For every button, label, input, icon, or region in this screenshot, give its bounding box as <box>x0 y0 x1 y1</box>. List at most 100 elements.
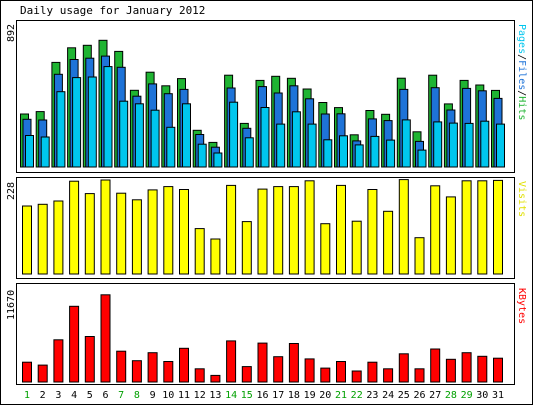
legend-hits: Hits <box>516 96 527 120</box>
visits-bar-day-7 <box>116 192 127 275</box>
visits-bar-day-4 <box>69 180 80 275</box>
panel-hits-max-label: 892 <box>6 24 17 42</box>
visits-bar-day-18 <box>288 186 299 275</box>
kbytes-bar-day-31 <box>493 357 503 383</box>
visits-bar-day-2 <box>37 203 48 275</box>
kbytes-bar-day-1 <box>22 361 32 383</box>
panel-hits-legend: Pages/Files/Hits <box>516 24 527 120</box>
visits-bar-day-17 <box>273 186 284 275</box>
kbytes-bar-day-5 <box>84 336 95 383</box>
x-tick-label-day-10: 10 <box>162 390 174 401</box>
x-tick-label-day-26: 26 <box>413 390 425 401</box>
visits-bar-day-10 <box>163 186 174 275</box>
x-tick-label-day-1: 1 <box>24 390 30 401</box>
legend-sep-1: / <box>516 54 527 60</box>
legend-visits: Visits <box>516 181 527 217</box>
x-tick-label-day-24: 24 <box>382 390 394 401</box>
panel-kbytes-max-label: 11670 <box>6 290 17 320</box>
hits-files-pages-pages-bar-day-1 <box>25 135 34 168</box>
legend-pages: Pages <box>516 24 527 54</box>
hits-files-pages-pages-bar-day-18 <box>291 111 301 168</box>
hits-files-pages-pages-bar-day-27 <box>433 121 443 168</box>
visits-bar-day-20 <box>320 223 331 275</box>
legend-sep-2: / <box>516 90 527 96</box>
hits-files-pages-pages-bar-day-23 <box>370 135 380 168</box>
hits-files-pages-pages-bar-day-13 <box>213 152 223 168</box>
kbytes-bar-day-29 <box>461 352 472 383</box>
panel-hits-frame <box>16 20 515 173</box>
x-tick-label-day-5: 5 <box>87 390 93 401</box>
kbytes-bar-day-2 <box>37 364 48 383</box>
x-tick-labels: 1 2 3 4 5 6 7 8 9 10 11 12 13 14 15 16 17 18 19 20 21 22 23 24 2… <box>24 390 504 401</box>
visits-bar-day-24 <box>383 210 394 275</box>
hits-files-pages-pages-bar-day-9 <box>150 109 160 168</box>
kbytes-bar-day-26 <box>414 368 425 383</box>
hits-files-pages-pages-bar-day-11 <box>182 103 191 168</box>
visits-bar-day-6 <box>100 179 111 275</box>
kbytes-bar-day-13 <box>210 374 221 383</box>
x-tick-label-day-18: 18 <box>288 390 300 401</box>
visits-bar-day-14 <box>226 184 237 275</box>
kbytes-bar-day-23 <box>367 361 378 383</box>
kbytes-bar-day-19 <box>304 358 315 383</box>
hits-files-pages-pages-bar-day-4 <box>72 77 82 168</box>
x-tick-label-day-15: 15 <box>241 390 253 401</box>
hits-files-pages-pages-bar-day-8 <box>134 103 144 168</box>
hits-files-pages-pages-bar-day-19 <box>307 123 317 168</box>
x-tick-label-day-21: 21 <box>335 390 347 401</box>
hits-files-pages-pages-bar-day-6 <box>103 66 113 168</box>
panel-visits-max-label: 228 <box>6 182 17 200</box>
kbytes-bar-day-25 <box>398 353 409 383</box>
hits-files-pages-pages-bar-day-20 <box>323 139 333 168</box>
x-tick-label-day-16: 16 <box>256 390 268 401</box>
visits-bar-day-25 <box>398 179 409 275</box>
x-tick-label-day-9: 9 <box>150 390 156 401</box>
x-tick-label-day-12: 12 <box>194 390 206 401</box>
kbytes-bar-day-27 <box>430 348 441 383</box>
kbytes-bar-day-15 <box>241 366 252 383</box>
visits-bar-day-26 <box>414 237 425 275</box>
kbytes-bar-day-11 <box>179 347 189 383</box>
x-tick-label-day-7: 7 <box>118 390 124 401</box>
visits-bar-day-27 <box>430 185 441 275</box>
kbytes-bar-day-12 <box>194 368 205 383</box>
legend-kbytes: KBytes <box>516 288 527 324</box>
kbytes-bar-day-18 <box>288 343 299 383</box>
x-tick-label-day-27: 27 <box>429 390 441 401</box>
visits-bar-day-5 <box>84 193 95 275</box>
kbytes-bar-day-10 <box>163 361 174 383</box>
bars-group <box>20 39 505 383</box>
kbytes-bar-day-3 <box>53 339 64 383</box>
x-tick-label-day-6: 6 <box>102 390 108 401</box>
kbytes-bar-day-20 <box>320 367 331 383</box>
x-tick-label-day-31: 31 <box>492 390 504 401</box>
panel-kbytes-legend: KBytes <box>516 288 527 324</box>
x-tick-label-day-25: 25 <box>398 390 410 401</box>
x-tick-label-day-2: 2 <box>40 390 46 401</box>
visits-bar-day-8 <box>131 199 142 275</box>
hits-files-pages-pages-bar-day-24 <box>386 139 396 168</box>
visits-bar-day-3 <box>53 200 64 275</box>
hits-files-pages-pages-bar-day-16 <box>260 107 270 168</box>
x-tick-label-day-22: 22 <box>351 390 363 401</box>
visits-bar-day-21 <box>336 184 346 275</box>
legend-files: Files <box>516 60 527 90</box>
kbytes-bar-day-14 <box>226 340 237 383</box>
hits-files-pages-pages-bar-day-22 <box>354 144 364 168</box>
kbytes-bar-day-21 <box>336 361 346 383</box>
x-tick-label-day-11: 11 <box>178 390 190 401</box>
hits-files-pages-pages-bar-day-10 <box>166 126 176 168</box>
x-tick-label-day-30: 30 <box>476 390 488 401</box>
visits-bar-day-31 <box>493 179 503 275</box>
x-tick-label-day-13: 13 <box>209 390 221 401</box>
x-tick-label-day-3: 3 <box>55 390 61 401</box>
hits-files-pages-pages-bar-day-5 <box>87 76 97 168</box>
kbytes-bar-day-7 <box>116 350 127 383</box>
x-tick-label-day-19: 19 <box>304 390 316 401</box>
x-tick-label-day-29: 29 <box>461 390 473 401</box>
hits-files-pages-pages-bar-day-21 <box>339 135 348 168</box>
hits-files-pages-pages-bar-day-2 <box>40 136 50 168</box>
kbytes-bar-day-30 <box>477 355 488 383</box>
visits-bar-day-16 <box>257 188 268 275</box>
hits-files-pages-pages-bar-day-28 <box>448 122 458 168</box>
